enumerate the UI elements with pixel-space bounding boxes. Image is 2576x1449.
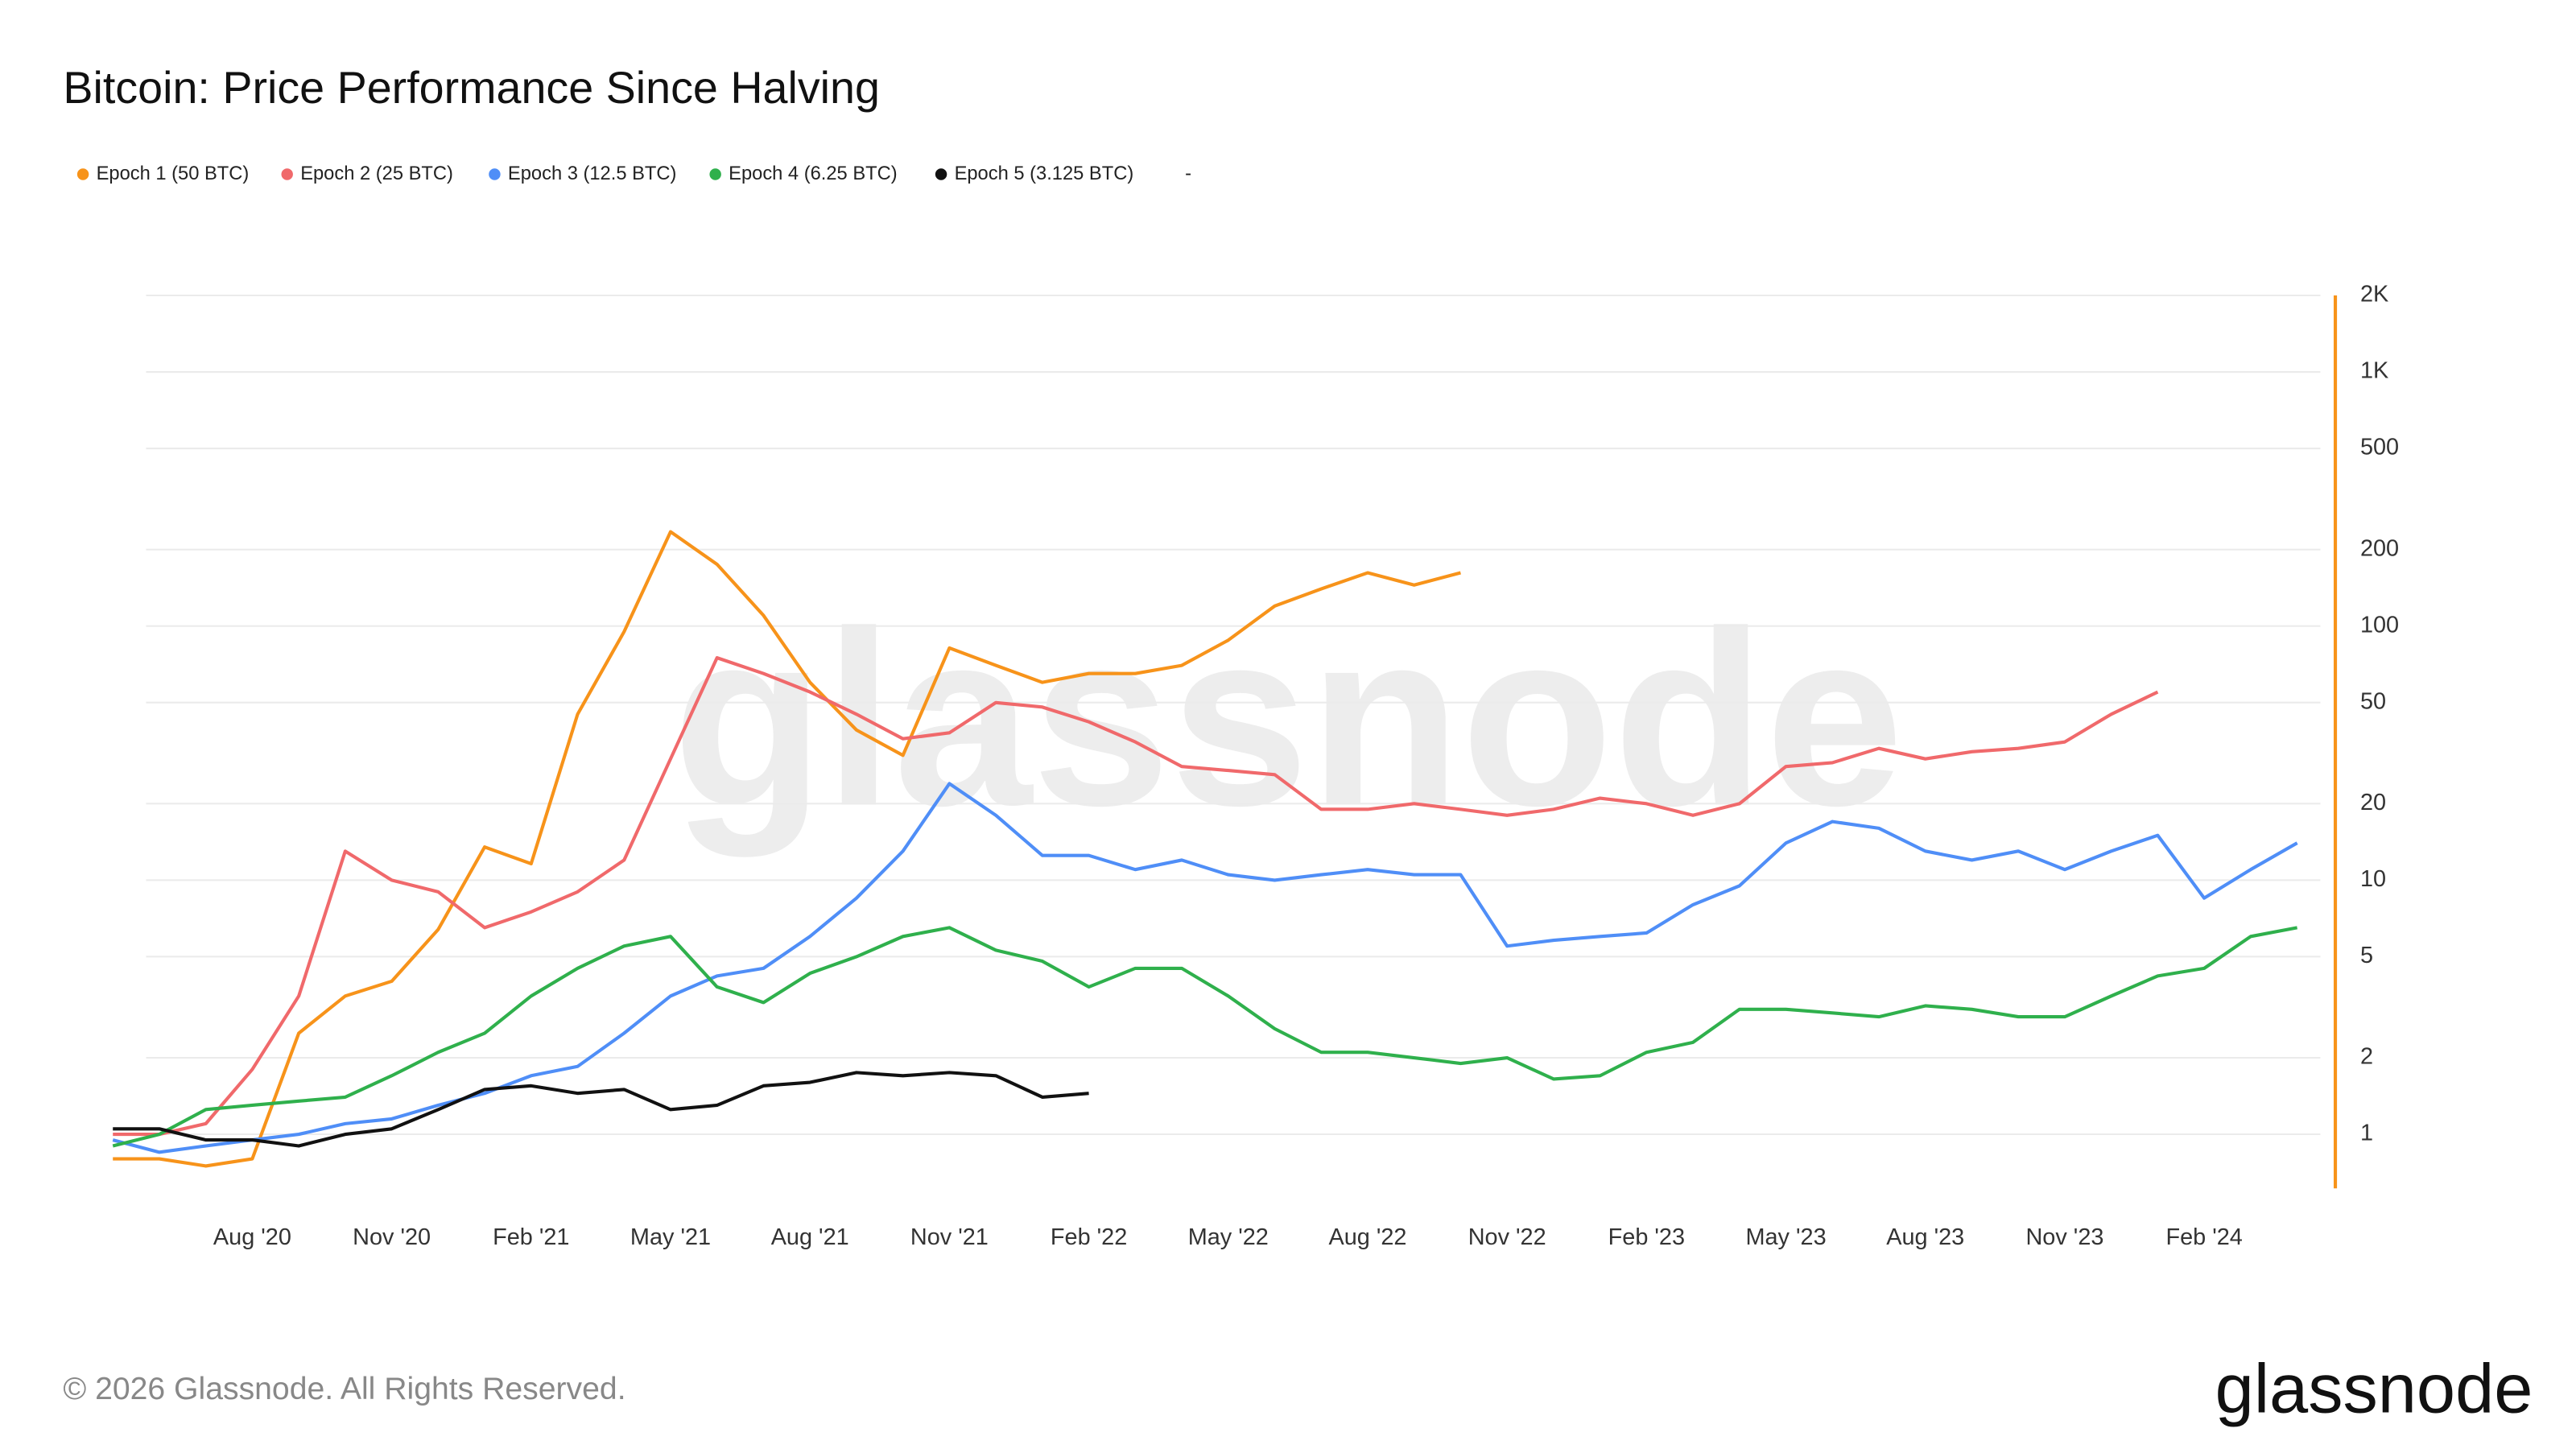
- x-tick-label: Feb '22: [1051, 1224, 1127, 1250]
- x-tick-label: Feb '21: [493, 1224, 569, 1250]
- x-tick-label: Nov '23: [2025, 1224, 2103, 1250]
- logo[interactable]: glassnode: [2215, 1351, 2533, 1428]
- y-tick-label: 2K: [2360, 282, 2388, 308]
- chart-title: Bitcoin: Price Performance Since Halving: [63, 63, 880, 113]
- legend-label: Epoch 4 (6.25 BTC): [729, 163, 897, 184]
- x-tick-label: Aug '22: [1328, 1224, 1406, 1250]
- legend-label: Epoch 1 (50 BTC): [97, 163, 250, 184]
- watermark: glassnode: [672, 579, 1904, 859]
- axes: 1 2 5 10 20 50 100 200 500 1K 2K Aug '20 Nov '20 Feb …: [213, 282, 2399, 1250]
- lines: [112, 530, 2298, 1168]
- series-line: [113, 656, 2159, 1137]
- y-tick-label: 200: [2360, 535, 2399, 561]
- legend-marker: [935, 168, 947, 180]
- series-line: [113, 530, 1461, 1168]
- x-tick-label: May '23: [1745, 1224, 1826, 1250]
- y-tick-label: 500: [2360, 435, 2399, 460]
- x-tick-label: May '21: [630, 1224, 711, 1250]
- y-tick-label: 5: [2360, 943, 2373, 968]
- legend-note: -: [1185, 163, 1191, 184]
- y-tick-label: 1: [2360, 1121, 2373, 1146]
- x-tick-label: Feb '23: [1608, 1224, 1685, 1250]
- footer: © 2026 Glassnode. All Rights Reserved.: [63, 1372, 625, 1406]
- legend-marker: [76, 168, 89, 180]
- y-tick-label: 10: [2360, 866, 2386, 892]
- series-line: [112, 782, 2298, 1154]
- legend: Epoch 1 (50 BTC) Epoch 2 (25 BTC) Epoch 3 …: [76, 163, 1191, 184]
- x-tick-label: Nov '21: [910, 1224, 989, 1250]
- y-tick-label: 2: [2360, 1044, 2373, 1070]
- legend-label: Epoch 2 (25 BTC): [300, 163, 453, 184]
- y-tick-label: 50: [2360, 688, 2386, 714]
- legend-marker: [489, 168, 501, 180]
- x-tick-label: Feb '24: [2165, 1224, 2242, 1250]
- y-tick-label: 100: [2360, 612, 2399, 638]
- legend-marker: [281, 168, 293, 180]
- x-tick-label: May '22: [1188, 1224, 1269, 1250]
- y-tick-label: 1K: [2360, 358, 2388, 384]
- series-line: [113, 1071, 1089, 1148]
- legend-label: Epoch 3 (12.5 BTC): [508, 163, 676, 184]
- x-tick-label: Aug '21: [771, 1224, 849, 1250]
- y-tick-label: 20: [2360, 790, 2386, 815]
- x-tick-label: Aug '23: [1886, 1224, 1964, 1250]
- x-tick-label: Aug '20: [213, 1224, 291, 1250]
- grid: [146, 294, 2321, 1136]
- legend-label: Epoch 5 (3.125 BTC): [955, 163, 1134, 184]
- x-tick-label: Nov '22: [1468, 1224, 1546, 1250]
- x-tick-label: Nov '20: [353, 1224, 431, 1250]
- series-line: [112, 926, 2297, 1148]
- legend-marker: [709, 168, 721, 180]
